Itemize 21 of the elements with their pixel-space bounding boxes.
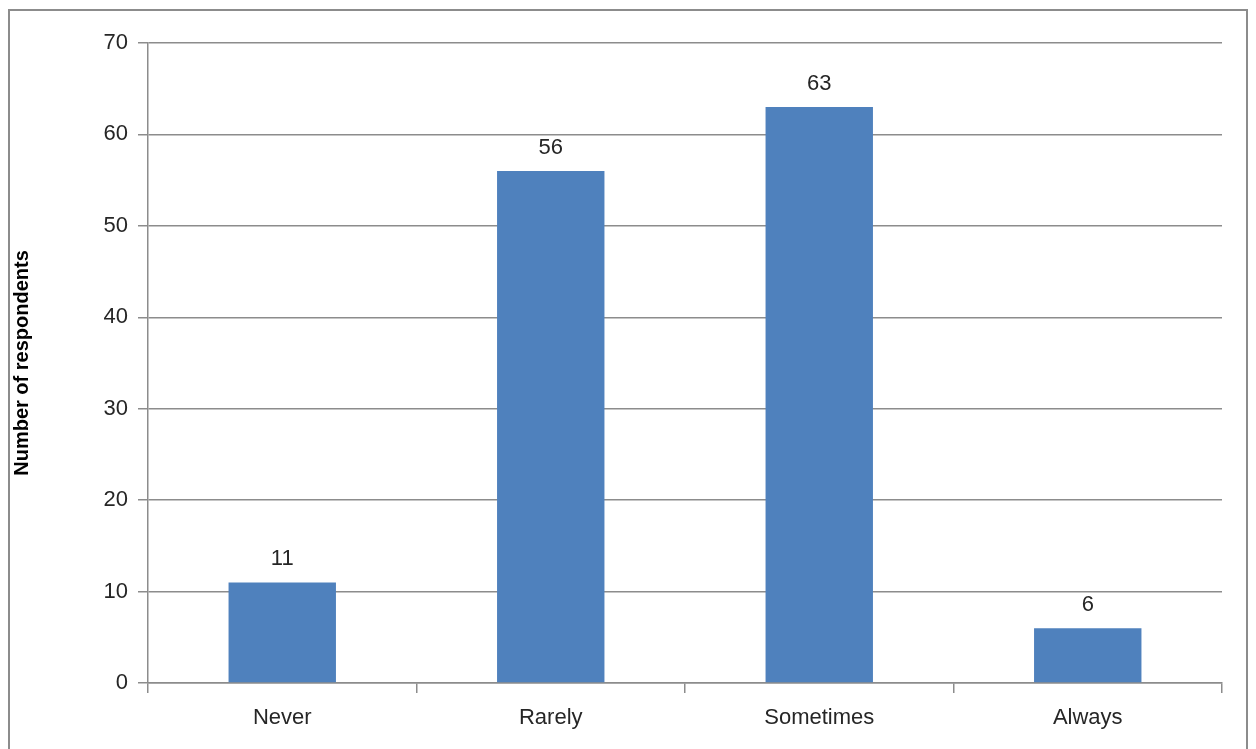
y-tick-label: 60 bbox=[103, 120, 128, 146]
bar bbox=[765, 107, 873, 683]
data-label: 63 bbox=[807, 70, 832, 96]
y-tick-label: 70 bbox=[103, 29, 128, 55]
x-tick-label: Sometimes bbox=[764, 704, 875, 730]
x-tick-label: Never bbox=[252, 704, 312, 730]
y-tick-label: 50 bbox=[103, 211, 128, 237]
y-tick-label: 20 bbox=[103, 486, 128, 512]
y-tick-label: 10 bbox=[103, 577, 128, 603]
bar bbox=[1034, 628, 1142, 683]
data-label: 6 bbox=[1081, 591, 1094, 617]
data-label: 56 bbox=[538, 134, 563, 160]
data-label: 11 bbox=[270, 545, 294, 571]
y-tick-label: 0 bbox=[115, 669, 128, 695]
y-tick-label: 30 bbox=[103, 394, 128, 420]
x-tick-label: Always bbox=[1052, 704, 1123, 730]
y-tick-label: 40 bbox=[103, 303, 128, 329]
bar bbox=[497, 171, 605, 683]
x-tick-label: Rarely bbox=[518, 704, 583, 730]
bar bbox=[228, 582, 336, 683]
y-axis-title: Number of respondents bbox=[9, 250, 32, 476]
